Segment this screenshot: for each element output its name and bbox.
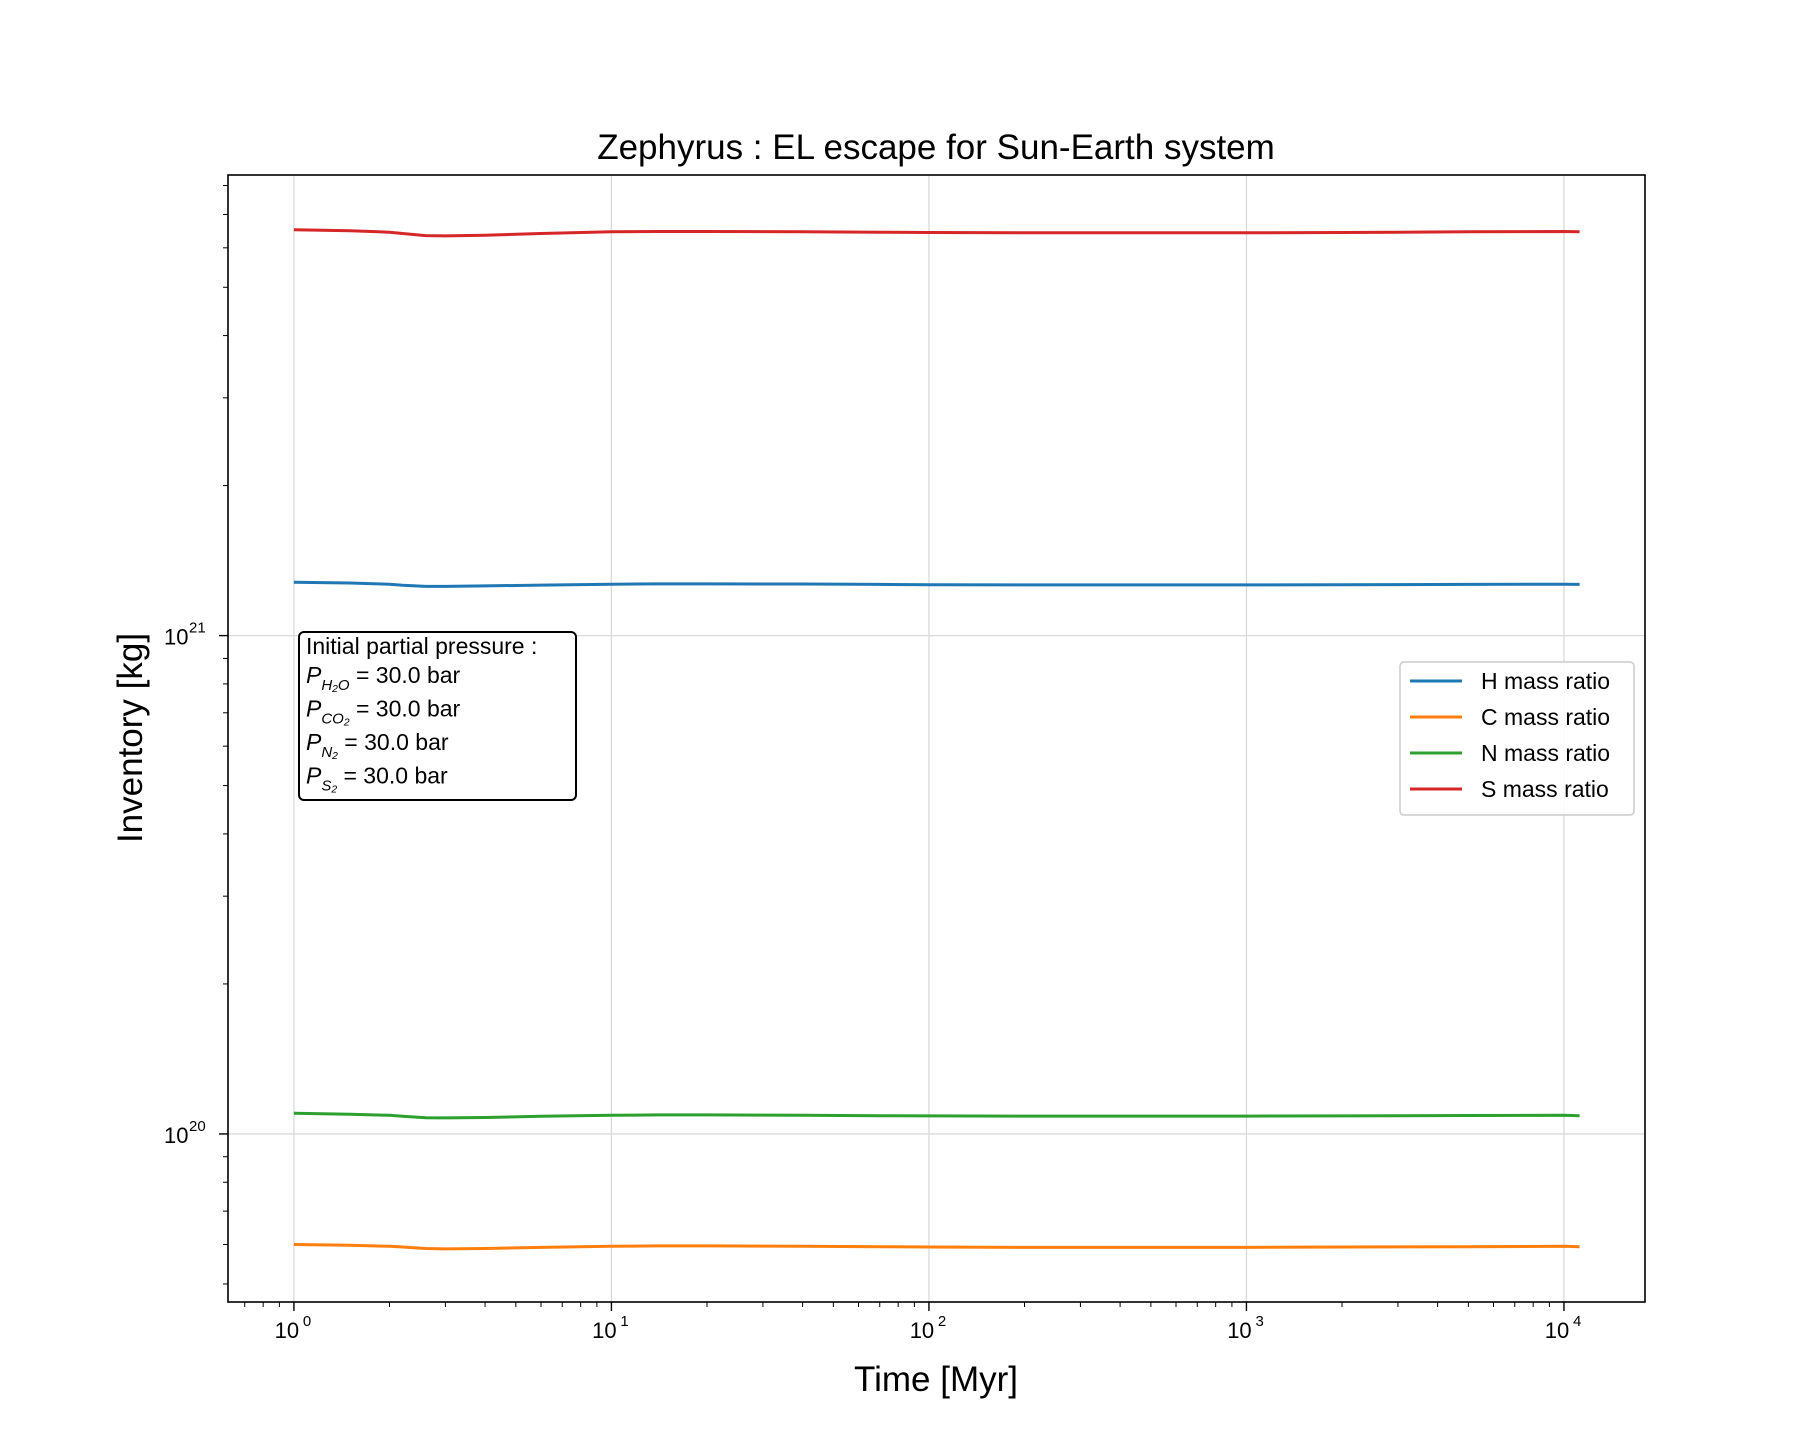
legend-label-n: N mass ratio (1481, 740, 1610, 766)
annotation-pressure-line: PS₂ = 30.0 bar (306, 763, 448, 795)
x-tick-label-exponent: 4 (1573, 1313, 1581, 1330)
grid (228, 175, 1645, 1302)
y-axis-label: Inventory [kg] (111, 633, 150, 843)
series-line-h-mass-ratio (293, 580, 1580, 588)
x-tick-label-exponent: 1 (620, 1313, 628, 1330)
series-line-n-mass-ratio (293, 1111, 1580, 1120)
y-tick-label: 10 (164, 1123, 188, 1148)
x-tick-label: 10 (1227, 1318, 1251, 1343)
legend-label-c: C mass ratio (1481, 704, 1610, 730)
annotation-pressure-line: PCO₂ = 30.0 bar (306, 696, 461, 728)
x-tick-label: 10 (1545, 1318, 1569, 1343)
x-tick-label-exponent: 0 (303, 1313, 311, 1330)
series-lines (293, 228, 1580, 1251)
chart-title: Zephyrus : EL escape for Sun-Earth syste… (597, 128, 1275, 167)
annotation-box (298, 631, 577, 801)
y-tick-label-exponent: 20 (189, 1118, 206, 1135)
annotation-pressure-line: PN₂ = 30.0 bar (306, 729, 449, 761)
x-axis-label: Time [Myr] (854, 1360, 1018, 1399)
series-line-c-mass-ratio (293, 1243, 1580, 1251)
plot-area-frame (227, 174, 1646, 1303)
legend: H mass ratio C mass ratio N mass ratio S ma… (1399, 661, 1635, 816)
x-tick-label-exponent: 2 (938, 1313, 946, 1330)
series-line-s-mass-ratio (293, 228, 1580, 238)
y-tick-label: 10 (164, 625, 188, 650)
annotation-title: Initial partial pressure : (306, 633, 537, 659)
annotation-pressure-line: PH₂O = 30.0 bar (306, 662, 461, 694)
legend-label-h: H mass ratio (1481, 668, 1610, 694)
x-tick-label-exponent: 3 (1255, 1313, 1263, 1330)
initial-pressure-annotation: Initial partial pressure : PH₂O = 30.0 b… (298, 631, 577, 801)
legend-label-s: S mass ratio (1481, 776, 1609, 802)
legend-frame (1399, 661, 1635, 816)
x-tick-label: 10 (592, 1318, 616, 1343)
x-tick-label: 10 (910, 1318, 934, 1343)
y-tick-label-exponent: 21 (189, 620, 206, 637)
x-tick-label: 10 (275, 1318, 299, 1343)
